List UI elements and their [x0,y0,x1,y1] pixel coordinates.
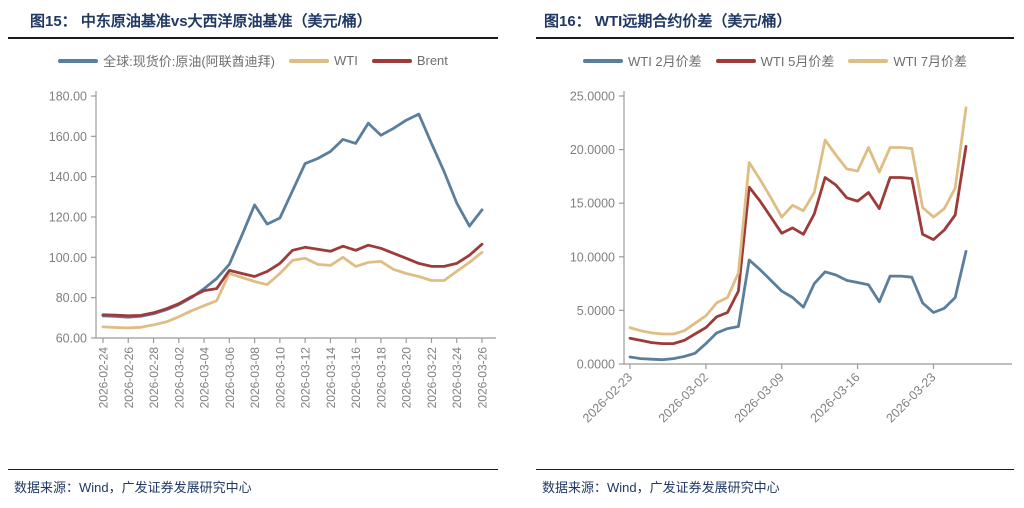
legend-item-wti: WTI [288,53,358,68]
figure16-data-source: 数据来源：Wind，广发证券发展研究中心 [536,469,1014,508]
legend-swatch-wti-7m-spread [848,58,889,63]
x-tick-label: 2026-02-26 [122,347,136,409]
figure15-panel: 图15： 中东原油基准vs大西洋原油基准（美元/桶） 全球:现货价:原油(阿联酋… [8,0,498,508]
legend-swatch-brent [371,58,412,63]
legend-label-dubai-spot: 全球:现货价:原油(阿联酋迪拜) [103,54,275,69]
x-tick-label: 2026-03-16 [349,347,363,409]
figure15-title: 图15： 中东原油基准vs大西洋原油基准（美元/桶） [8,0,498,39]
figure16-panel: 图16： WTI远期合约价差（美元/桶） WTI 2月价差 WTI 5月价差 WTI… [512,0,1024,508]
x-tick-label: 2026-03-04 [198,347,212,409]
y-tick-label: 15.0000 [570,197,615,211]
legend-item-wti-5m-spread: WTI 5月价差 [715,51,835,70]
legend-label-wti: WTI [333,53,358,68]
series-line-wti-5m-spread [628,145,968,346]
x-tick-label: 2026-03-22 [425,347,439,409]
legend-swatch-wti-5m-spread [715,58,756,63]
x-tick-label: 2026-03-16 [808,370,863,425]
x-tick-label: 2026-02-24 [97,347,111,409]
y-tick-label: 25.0000 [570,90,615,104]
legend-item-wti-2m-spread: WTI 2月价差 [582,51,702,70]
figure15-line-chart: 60.00 80.00 100.00 120.00 140.00 160.00 180.00… [49,90,496,409]
y-tick-label: 5.0000 [577,304,615,318]
legend-item-dubai-spot: 全球:现货价:原油(阿联酋迪拜) [58,51,275,70]
figure15-chart-area: 60.00 80.00 100.00 120.00 140.00 160.00 180.00… [8,84,498,436]
series-line-dubai-spot [101,112,484,319]
x-tick-label: 2026-03-23 [883,370,938,425]
x-tick-label: 2026-03-20 [400,347,414,409]
y-tick-label: 140.00 [49,170,87,184]
y-tick-label: 120.00 [49,211,87,225]
y-tick-label: 0.0000 [577,358,615,372]
y-tick-label: 100.00 [49,251,87,265]
legend-label-wti-2m-spread: WTI 2月价差 [627,54,702,69]
legend-swatch-wti-2m-spread [582,58,623,63]
x-tick-label: 2026-03-12 [299,347,313,409]
y-tick-label: 180.00 [49,90,87,104]
figure15-legend: 全球:现货价:原油(阿联酋迪拜) WTI Brent [8,51,498,70]
x-tick-label: 2026-03-06 [223,347,237,409]
legend-swatch-wti [288,58,329,63]
series-line-wti [101,250,484,330]
x-tick-label: 2026-03-10 [273,347,287,409]
x-tick-label: 2026-02-23 [580,370,635,425]
x-tick-label: 2026-03-18 [374,347,388,409]
legend-swatch-dubai-spot [58,58,99,63]
x-tick-label: 2026-03-08 [248,347,262,409]
y-tick-label: 10.0000 [570,250,615,264]
x-tick-label: 2026-03-02 [656,370,711,425]
x-tick-label: 2026-03-02 [172,347,186,409]
figure16-line-chart: 0.0000 5.0000 10.0000 15.0000 20.0000 25.0000… [570,90,1012,425]
figure15-data-source: 数据来源：Wind，广发证券发展研究中心 [8,469,498,508]
legend-label-wti-7m-spread: WTI 7月价差 [893,54,967,69]
legend-label-brent: Brent [416,53,448,68]
y-tick-label: 20.0000 [570,143,615,157]
series-line-wti-7m-spread [628,106,968,336]
figure16-chart-area: 0.0000 5.0000 10.0000 15.0000 20.0000 25.0000… [536,84,1014,436]
legend-item-brent: Brent [371,53,448,68]
y-tick-label: 80.00 [56,291,87,305]
x-tick-label: 2026-03-26 [476,347,490,409]
legend-label-wti-5m-spread: WTI 5月价差 [760,54,835,69]
x-tick-label: 2026-03-09 [732,370,787,425]
legend-item-wti-7m-spread: WTI 7月价差 [848,51,967,70]
series-line-brent [101,242,484,318]
y-tick-label: 160.00 [49,130,87,144]
x-tick-label: 2026-03-14 [324,347,338,409]
figure16-legend: WTI 2月价差 WTI 5月价差 WTI 7月价差 [536,51,1014,70]
y-tick-label: 60.00 [56,332,87,346]
x-tick-label: 2026-03-24 [450,347,464,409]
series-line-wti-2m-spread [628,249,968,362]
x-tick-label: 2026-02-28 [147,347,161,409]
figure16-title: 图16： WTI远期合约价差（美元/桶） [536,0,1014,39]
